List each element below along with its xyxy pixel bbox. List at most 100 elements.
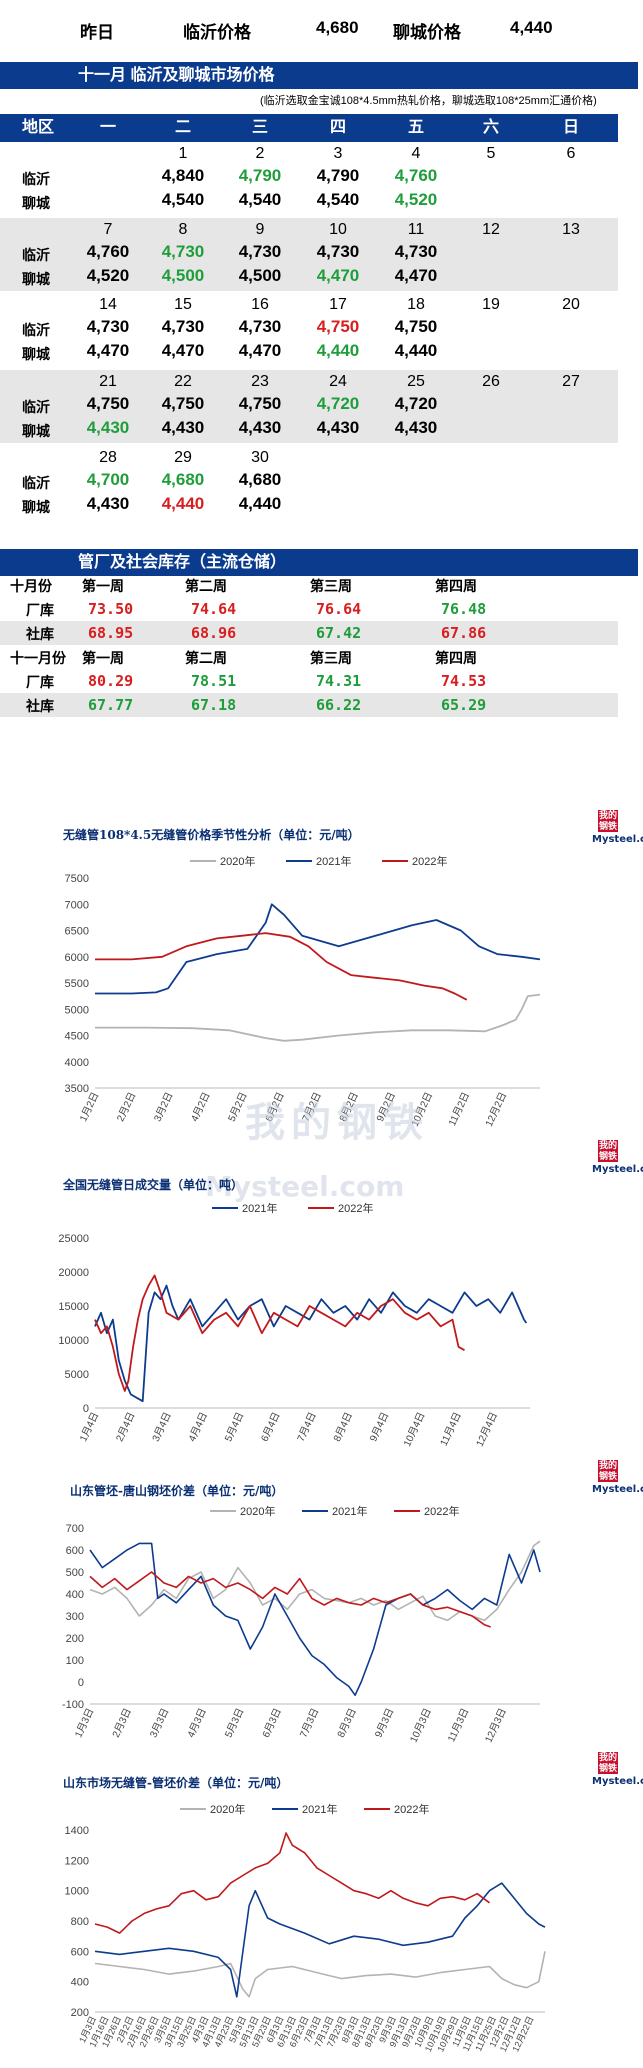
day-number: 5 (486, 145, 496, 162)
inventory-band (0, 693, 618, 717)
day-number: 23 (251, 373, 269, 390)
daily-volume-chart: 2021年 2022年 0 5000 10000 15000 20000 25000 1月4日 2… (58, 1201, 530, 1449)
series-line-2021年 (94, 1882, 546, 1998)
header-mon: 一 (99, 119, 116, 136)
series-line-2022年 (89, 1571, 491, 1628)
legend-label: 2022年 (412, 854, 447, 868)
linyi-price-cell: 4,790 (316, 166, 360, 185)
chart2-title: 全国无缝管日成交量（单位：吨） (63, 1178, 244, 1192)
series-line-2021年 (94, 1284, 528, 1403)
row-label-liaocheng: 聊城 (22, 424, 50, 440)
y-tick-label: 7500 (65, 873, 89, 885)
x-tick-label: 2月2日 (114, 1090, 138, 1123)
day-number: 3 (333, 145, 343, 162)
liaocheng-price-cell: 4,470 (86, 341, 130, 360)
y-tick-label: 1400 (65, 1825, 89, 1837)
mysteel-logo: 我的钢铁 Mysteel.com (592, 810, 643, 848)
inventory-row-label: 厂库 (26, 675, 54, 691)
row-label-liaocheng: 聊城 (22, 347, 50, 363)
linyi-price-cell: 4,750 (316, 317, 360, 336)
liaocheng-price-cell: 4,470 (316, 266, 360, 285)
mysteel-logo-3: 我的钢铁 Mysteel.com (592, 1460, 643, 1498)
y-tick-label: 4000 (65, 1057, 89, 1069)
linyi-price-cell: 4,720 (394, 394, 438, 413)
inventory-value: 74.53 (441, 672, 487, 690)
day-number: 24 (329, 373, 347, 390)
inventory-week-header: 第二周 (185, 651, 227, 667)
legend-label: 2021年 (316, 854, 351, 868)
linyi-price-cell: 4,750 (238, 394, 282, 413)
inventory-value: 67.42 (316, 624, 362, 642)
row-label-linyi: 临沂 (22, 172, 50, 188)
x-tick-label: 6月3日 (260, 1706, 284, 1739)
series-line-2020年 (95, 993, 541, 1042)
day-number: 25 (407, 373, 425, 390)
day-number: 1 (178, 145, 188, 162)
inventory-month: 十一月份 (10, 651, 66, 667)
y-tick-label: 400 (71, 1977, 89, 1989)
y-tick-label: 800 (71, 1916, 89, 1928)
day-number: 8 (178, 221, 188, 238)
liaocheng-price-cell: 4,430 (316, 418, 360, 437)
linyi-price-cell: 4,840 (161, 166, 205, 185)
liaocheng-price-cell: 4,520 (394, 190, 438, 209)
day-number: 19 (482, 296, 500, 313)
liaocheng-price-cell: 4,540 (238, 190, 282, 209)
x-tick-label: 9月4日 (367, 1410, 391, 1443)
y-tick-label: 1000 (65, 1886, 89, 1898)
liaocheng-price-cell: 4,540 (161, 190, 205, 209)
logo-mark: 我的钢铁 (598, 810, 618, 832)
liaocheng-price-cell: 4,520 (86, 266, 130, 285)
linyi-price-cell: 4,790 (238, 166, 282, 185)
day-number: 4 (411, 145, 421, 162)
x-tick-label: 9月3日 (372, 1706, 396, 1739)
logo-mark: 我的钢铁 (598, 1752, 618, 1774)
y-tick-label: 1200 (65, 1855, 89, 1867)
day-number: 10 (329, 221, 347, 238)
linyi-price-cell: 4,730 (238, 242, 282, 261)
series-line-2020年 (94, 1951, 546, 1998)
inventory-value: 74.64 (191, 600, 237, 618)
y-tick-label: 600 (66, 1545, 84, 1557)
linyi-price-cell: 4,750 (394, 317, 438, 336)
linyi-price-cell: 4,750 (161, 394, 205, 413)
linyi-price-cell: 4,730 (316, 242, 360, 261)
inventory-week-header: 第二周 (185, 579, 227, 595)
logo-text: Mysteel.com (592, 1164, 643, 1175)
x-tick-label: 12月4日 (474, 1410, 500, 1448)
day-number: 22 (174, 373, 192, 390)
day-number: 18 (407, 296, 425, 313)
y-tick-label: 5000 (65, 1004, 89, 1016)
inventory-banner: 管厂及社会库存（主流仓储） (0, 549, 638, 576)
liaocheng-price-cell: 4,470 (161, 341, 205, 360)
chart4-title: 山东市场无缝管-管坯价差（单位：元/吨） (63, 1776, 289, 1790)
y-tick-label: 3500 (65, 1083, 89, 1095)
y-tick-label: 600 (71, 1946, 89, 1958)
legend-label: 2021年 (242, 1201, 277, 1215)
y-tick-label: 500 (66, 1567, 84, 1579)
x-tick-label: 3月3日 (147, 1706, 171, 1739)
day-number: 20 (562, 296, 580, 313)
y-tick-label: 6000 (65, 952, 89, 964)
x-tick-label: 8月3日 (335, 1706, 359, 1739)
y-tick-label: 25000 (58, 1233, 89, 1245)
inventory-row-label: 社库 (26, 627, 54, 643)
inventory-week-header: 第四周 (435, 579, 477, 595)
day-number: 7 (103, 221, 113, 238)
inventory-value: 67.86 (441, 624, 487, 642)
price-table-title: 十一月 临沂及聊城市场价格 (78, 67, 275, 84)
y-tick-label: 6500 (65, 926, 89, 938)
x-tick-label: 12月3日 (483, 1706, 509, 1744)
liaocheng-price-cell: 4,470 (394, 266, 438, 285)
day-number: 9 (255, 221, 265, 238)
inventory-value: 73.50 (88, 600, 134, 618)
legend-label: 2021年 (332, 1504, 367, 1518)
linyi-price-cell: 4,730 (161, 242, 205, 261)
linyi-price-cell: 4,720 (316, 394, 360, 413)
watermark-cn: 我的钢铁 (245, 1100, 429, 1146)
inventory-week-header: 第一周 (82, 651, 124, 667)
x-tick-label: 8月4日 (331, 1410, 355, 1443)
week-band (0, 218, 618, 291)
series-line-2021年 (95, 903, 541, 995)
x-tick-label: 2月4日 (114, 1410, 138, 1443)
